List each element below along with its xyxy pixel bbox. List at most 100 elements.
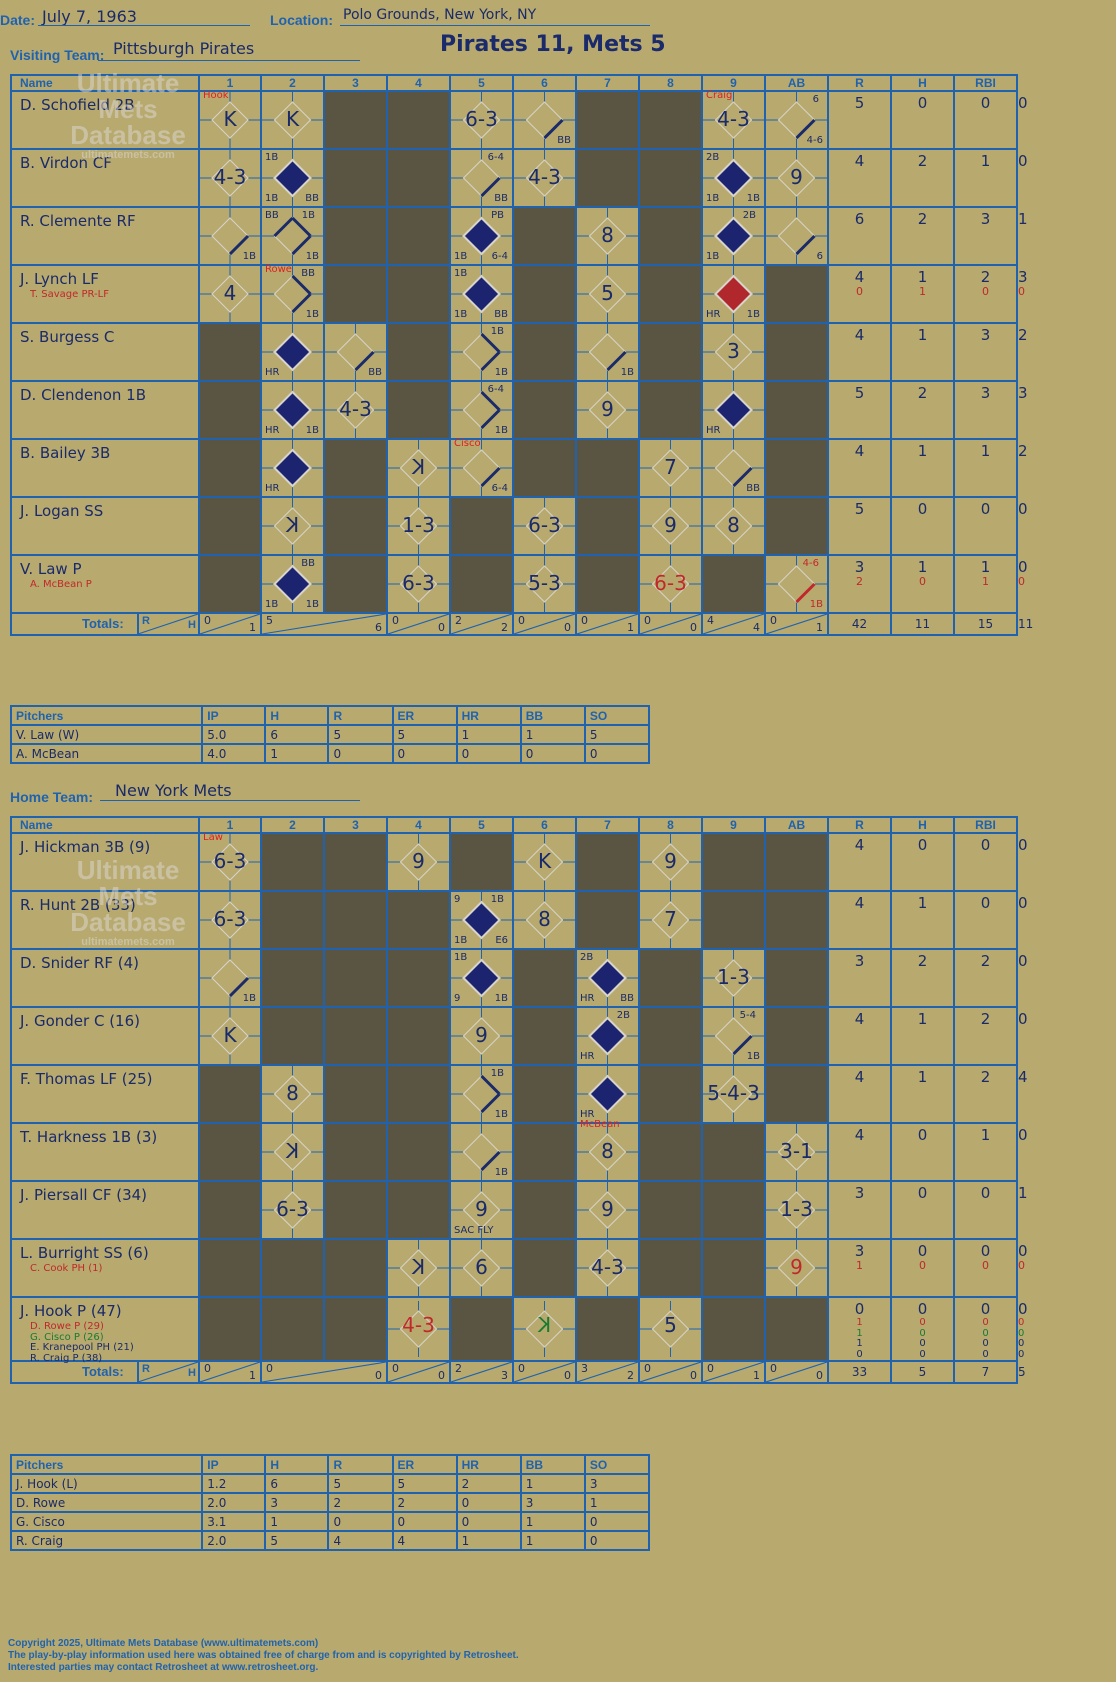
total-divider bbox=[766, 614, 827, 634]
batter-row: J. Logan SS K 1-3 6-3 9 8 5 0 0 0 bbox=[10, 496, 1028, 556]
at-bat-cell: 4 bbox=[198, 264, 262, 324]
inning-runs: 0 bbox=[770, 614, 777, 627]
inning-runs: 0 bbox=[204, 614, 211, 627]
at-bat-cell: 9 bbox=[764, 148, 829, 208]
sub-batting-stat: 0 bbox=[919, 1338, 926, 1349]
visiting-underline bbox=[98, 60, 360, 61]
at-bat-cell bbox=[449, 554, 514, 614]
at-bat-cell bbox=[198, 1122, 262, 1182]
diamond-graphic bbox=[514, 556, 575, 612]
diamond-graphic bbox=[388, 834, 449, 890]
substitutes: D. Rowe P (29) G. Cisco P (26) E. Kranepoo… bbox=[30, 1321, 134, 1364]
batter-name: B. Virdon CF bbox=[20, 154, 112, 172]
base-note: BB bbox=[265, 210, 279, 221]
pitcher-name: A. McBean bbox=[9, 743, 204, 764]
at-bat-cell bbox=[512, 322, 577, 382]
batting-stat: 2 bbox=[917, 952, 928, 970]
at-bat-cell: HR bbox=[260, 322, 325, 382]
at-bat-cell bbox=[323, 832, 388, 892]
play-result: 3 bbox=[727, 339, 740, 363]
run-scored-diamond bbox=[714, 390, 753, 430]
play-result: 4-3 bbox=[402, 1313, 435, 1337]
batting-stat: 4 bbox=[854, 326, 865, 344]
play-result: 5 bbox=[601, 281, 614, 305]
at-bat-cell: 4-3 bbox=[575, 1238, 640, 1298]
diamond-graphic bbox=[514, 150, 575, 206]
at-bat-cell bbox=[575, 554, 640, 614]
batting-stat: 2 bbox=[980, 268, 991, 286]
diamond-graphic bbox=[451, 1124, 512, 1180]
batter-name-cell: R. Hunt 2B (33) bbox=[10, 890, 200, 950]
diamond-graphic bbox=[451, 950, 512, 1006]
game-date: July 7, 1963 bbox=[42, 7, 137, 26]
base-note: PB bbox=[491, 210, 504, 221]
at-bat-cell bbox=[449, 1296, 514, 1362]
batting-stat-cell: 4 bbox=[827, 890, 892, 950]
base-note: HR bbox=[580, 1051, 595, 1062]
run-scored-diamond bbox=[714, 158, 753, 198]
batting-stat: 0 bbox=[980, 894, 991, 912]
base-note: 5-4 bbox=[739, 1010, 756, 1021]
substitute-name: G. Cisco P (26) bbox=[30, 1331, 104, 1343]
at-bat-cell: 9 bbox=[449, 1006, 514, 1066]
inning-header: 5 bbox=[449, 816, 514, 834]
pitching-header: IP bbox=[201, 705, 267, 726]
pitching-stat: 5 bbox=[327, 1473, 394, 1494]
pitching-stat: 0 bbox=[455, 1492, 522, 1513]
at-bat-cell: 6-3 bbox=[512, 496, 577, 556]
batting-stat: 0 bbox=[854, 1300, 865, 1318]
at-bat-cell: 1B 1B BB bbox=[449, 264, 514, 324]
pitcher-row: A. McBean 4.0 1 0 0 0 0 0 bbox=[9, 743, 651, 764]
batting-stat-cell: 5 bbox=[827, 90, 892, 150]
at-bat-cell: K bbox=[198, 1006, 262, 1066]
substitute-name: A. McBean P bbox=[30, 579, 92, 590]
inning-header: 3 bbox=[323, 74, 388, 92]
run-scored-diamond bbox=[462, 274, 501, 314]
batting-stat: 1 bbox=[917, 558, 928, 576]
at-bat-cell: K bbox=[512, 832, 577, 892]
base-note: HR bbox=[706, 309, 721, 320]
diamond-graphic bbox=[703, 1066, 764, 1122]
total-divider bbox=[766, 1362, 827, 1382]
pitching-stat: 1 bbox=[519, 724, 586, 745]
batter-name-cell: J. Gonder C (16) bbox=[10, 1006, 200, 1066]
diamond-graphic bbox=[388, 440, 449, 496]
batter-name-cell: B. Virdon CF bbox=[10, 148, 200, 208]
at-bat-cell: 4-3 bbox=[386, 1296, 451, 1362]
batting-stat: 2 bbox=[917, 384, 928, 402]
at-bat-cell bbox=[512, 380, 577, 440]
at-bat-cell: 9 bbox=[638, 496, 703, 556]
diamond-graphic bbox=[451, 208, 512, 264]
totals-divider bbox=[137, 1362, 198, 1382]
diamond-graphic bbox=[262, 498, 323, 554]
inning-header: 3 bbox=[323, 816, 388, 834]
batting-stat: 6 bbox=[854, 210, 865, 228]
batting-stat: 1 bbox=[917, 1068, 928, 1086]
inning-hits: 1 bbox=[249, 621, 256, 634]
at-bat-cell bbox=[701, 832, 766, 892]
diamond-graphic bbox=[577, 382, 638, 438]
batting-stat: 4 bbox=[854, 1068, 865, 1086]
batting-stat-cell: 5 bbox=[827, 496, 892, 556]
batting-stat: 0 bbox=[980, 836, 991, 854]
total-divider bbox=[200, 614, 260, 634]
base-note: 1B bbox=[490, 894, 504, 905]
at-bat-cell bbox=[512, 206, 577, 266]
pitching-stat: 5 bbox=[391, 724, 458, 745]
inning-header: 2 bbox=[260, 74, 325, 92]
copyright-footer: Copyright 2025, Ultimate Mets Database (… bbox=[8, 1638, 519, 1674]
at-bat-cell: K bbox=[386, 438, 451, 498]
batting-stat: 0 bbox=[917, 1300, 928, 1318]
play-result: 4-3 bbox=[213, 165, 247, 189]
at-bat-cell bbox=[764, 1006, 829, 1066]
diamond-graphic bbox=[451, 1066, 512, 1122]
pitcher-change-note: Cisco bbox=[454, 438, 481, 449]
diamond-graphic bbox=[514, 498, 575, 554]
at-bat-cell: 6-3 bbox=[449, 90, 514, 150]
diamond-graphic bbox=[451, 1182, 512, 1238]
visiting-team-label: Visiting Team: bbox=[10, 47, 105, 63]
